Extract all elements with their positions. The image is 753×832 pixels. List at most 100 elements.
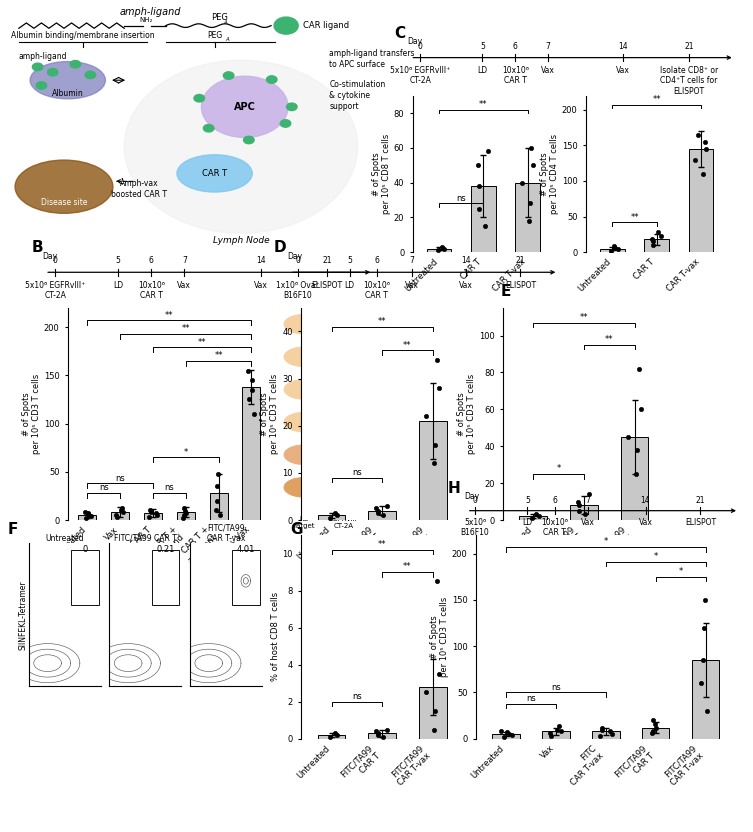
Point [431,575,443,588]
Circle shape [284,314,324,334]
Point [345,479,357,493]
Point [330,448,342,462]
Text: LD: LD [523,518,532,527]
Point [340,453,352,467]
Bar [645,240,669,252]
Text: CAR T + adjuvant: CAR T + adjuvant [369,452,431,458]
Text: **: ** [378,540,386,549]
Point [339,484,351,498]
Text: E: E [501,284,511,300]
Point [346,481,358,494]
Point [631,443,643,457]
Text: A: A [225,37,229,42]
Point [340,478,352,491]
Point [177,512,189,525]
Point [573,498,585,512]
Point [343,480,355,493]
Ellipse shape [202,77,288,137]
Text: **: ** [403,562,412,572]
Point [381,723,393,736]
Point [331,508,343,522]
Point [143,511,155,524]
Point [699,136,711,149]
Point [212,479,224,493]
Point [340,486,352,499]
Text: LD: LD [477,66,487,75]
Y-axis label: # of Spots
per 10⁵ CD4 T cells: # of Spots per 10⁵ CD4 T cells [540,134,559,214]
Circle shape [286,103,297,111]
Point [111,511,123,524]
Point [117,506,130,519]
Bar [419,687,447,739]
Point [370,725,383,738]
Title: Untreated: Untreated [45,533,84,542]
Text: B: B [32,240,44,255]
Bar [542,731,569,739]
Point [339,478,351,491]
Text: G: G [290,522,303,537]
Point [328,479,340,493]
Point [533,510,545,523]
Point [78,506,90,519]
Point [343,485,355,498]
Text: **: ** [630,213,639,222]
Point [583,488,595,501]
Text: 14: 14 [256,256,265,265]
Point [635,403,647,416]
Text: 10x10⁶
CAR T: 10x10⁶ CAR T [138,280,165,300]
Bar [318,515,346,520]
Bar [419,421,447,520]
Point [545,730,557,743]
Bar [318,735,346,739]
Text: PEG: PEG [207,31,222,40]
Point [482,145,494,158]
Point [370,502,383,515]
Point [652,225,664,239]
Point [328,479,340,493]
Text: NH₂: NH₂ [139,17,153,22]
Text: *: * [556,464,561,473]
Bar [570,505,598,520]
Point [647,714,659,727]
Point [211,494,223,508]
Bar [151,551,179,605]
Point [209,503,221,517]
Bar [368,511,396,520]
Point [337,478,349,492]
Text: EGFRvIII⁺
CT-2A: EGFRvIII⁺ CT-2A [328,516,360,529]
Text: 10x10⁶
CAR T: 10x10⁶ CAR T [363,280,390,300]
Point [331,480,343,493]
Point [340,484,352,498]
Point [334,480,346,493]
Text: Albumin: Albumin [52,89,84,98]
Point [346,478,358,491]
Point [348,448,360,462]
Text: 21: 21 [684,42,694,51]
Point [336,480,348,493]
Point [371,726,383,740]
Text: 7: 7 [410,256,414,265]
Point [178,502,190,515]
Point [337,450,349,463]
Point [331,483,343,496]
Point [429,438,441,451]
Text: PEG: PEG [211,12,227,22]
Text: No
Target: No Target [294,516,315,529]
Point [341,485,353,498]
Text: Disease site: Disease site [41,198,87,207]
Point [501,726,514,739]
Text: 5: 5 [480,42,485,51]
Point [332,483,344,496]
Text: ELISPOT: ELISPOT [685,518,716,527]
Circle shape [203,125,214,132]
Point [212,467,224,480]
Text: CAR T + Vax: CAR T + Vax [369,484,413,490]
Text: 0: 0 [473,496,477,505]
Text: 10x10⁶
CAR T: 10x10⁶ CAR T [541,518,569,537]
Text: 7: 7 [545,42,550,51]
Text: D: D [273,240,286,255]
Point [340,478,352,492]
Point [343,481,355,494]
Point [346,445,358,458]
Point [328,726,340,740]
